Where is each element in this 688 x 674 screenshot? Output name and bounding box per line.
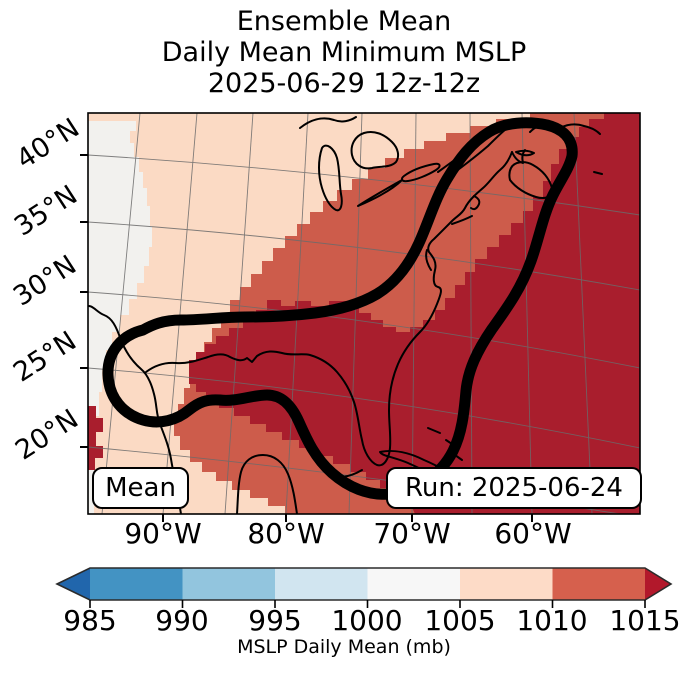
run-annotation-box: Run: 2025-06-24 bbox=[386, 467, 642, 509]
graticule-meridian-75w bbox=[348, 113, 363, 514]
graticule-parallel-35n bbox=[88, 221, 640, 291]
colorbar-caption: MSLP Daily Mean (mb) bbox=[237, 636, 451, 658]
coastline-lake-superior bbox=[299, 116, 357, 129]
coastline-chesapeake bbox=[425, 249, 432, 271]
graticule-parallel-30n bbox=[88, 291, 640, 369]
graticule-meridian-95w bbox=[101, 113, 141, 514]
colorbar-tick-marks bbox=[89, 600, 646, 608]
lon-label-80w: 80°W bbox=[247, 517, 325, 550]
graticule-meridian-55w bbox=[573, 113, 593, 514]
colorbar-over-arrow bbox=[645, 568, 671, 600]
cb-label-985: 985 bbox=[63, 604, 117, 637]
mslp-contour-line bbox=[102, 117, 578, 500]
coastline-lake-ontario bbox=[400, 162, 441, 183]
cb-label-1005: 1005 bbox=[424, 604, 496, 637]
cb-label-1015: 1015 bbox=[609, 604, 681, 637]
lon-label-70w: 70°W bbox=[373, 517, 451, 550]
coastline-gulf-eastcoast bbox=[145, 151, 513, 467]
run-annotation-label: Run: 2025-06-24 bbox=[405, 473, 623, 503]
colorbar-segment-1010-1015 bbox=[552, 568, 645, 600]
coastline-mexico-texas bbox=[88, 305, 182, 514]
graticule-parallel-40n bbox=[88, 154, 640, 216]
colorbar-segment-985-990 bbox=[90, 568, 183, 600]
cb-label-990: 990 bbox=[155, 604, 209, 637]
coastline-yucatan bbox=[236, 454, 298, 514]
coastline-cape-cod bbox=[470, 195, 481, 211]
map-fill-white-region bbox=[88, 121, 152, 514]
colorbar bbox=[55, 567, 673, 608]
coastline-sable-island bbox=[593, 171, 603, 175]
cb-label-1000: 1000 bbox=[331, 604, 403, 637]
colorbar-segment-1005-1010 bbox=[460, 568, 553, 600]
colorbar-segments bbox=[57, 568, 671, 600]
graticule-meridian-60w bbox=[521, 113, 533, 514]
map-panel bbox=[80, 112, 641, 522]
coastline-lake-michigan bbox=[318, 144, 343, 212]
cb-label-1010: 1010 bbox=[516, 604, 588, 637]
cb-label-995: 995 bbox=[248, 604, 302, 637]
map-border bbox=[87, 112, 641, 515]
title-line-1: Ensemble Mean bbox=[236, 6, 452, 37]
figure-title: Ensemble Mean Daily Mean Minimum MSLP 20… bbox=[0, 6, 688, 99]
colorbar-under-arrow bbox=[57, 568, 90, 600]
mean-annotation-label: Mean bbox=[105, 473, 176, 503]
lon-label-60w: 60°W bbox=[494, 517, 572, 550]
coastline-long-island bbox=[451, 215, 473, 225]
axis-ticks bbox=[80, 154, 533, 522]
mean-annotation-box: Mean bbox=[92, 467, 189, 509]
graticule-meridian-65w bbox=[469, 113, 473, 514]
title-line-2: Daily Mean Minimum MSLP bbox=[161, 37, 527, 68]
map-fill-dark-red-west-patch bbox=[88, 406, 103, 470]
colorbar-segment-995-1000 bbox=[275, 568, 368, 600]
map-fill-dark-red-region bbox=[189, 113, 640, 514]
coastline-nova-scotia bbox=[508, 161, 554, 199]
graticule-parallel-25n bbox=[88, 367, 640, 449]
coastline-lake-huron bbox=[350, 131, 400, 170]
coastline-prince-edward-island bbox=[515, 149, 535, 157]
title-line-3: 2025-06-29 12z-12z bbox=[207, 68, 481, 99]
coastlines bbox=[88, 116, 603, 514]
lon-label-90w: 90°W bbox=[124, 517, 202, 550]
colorbar-segment-1000-1005 bbox=[367, 568, 460, 600]
colorbar-segment-990-995 bbox=[182, 568, 275, 600]
